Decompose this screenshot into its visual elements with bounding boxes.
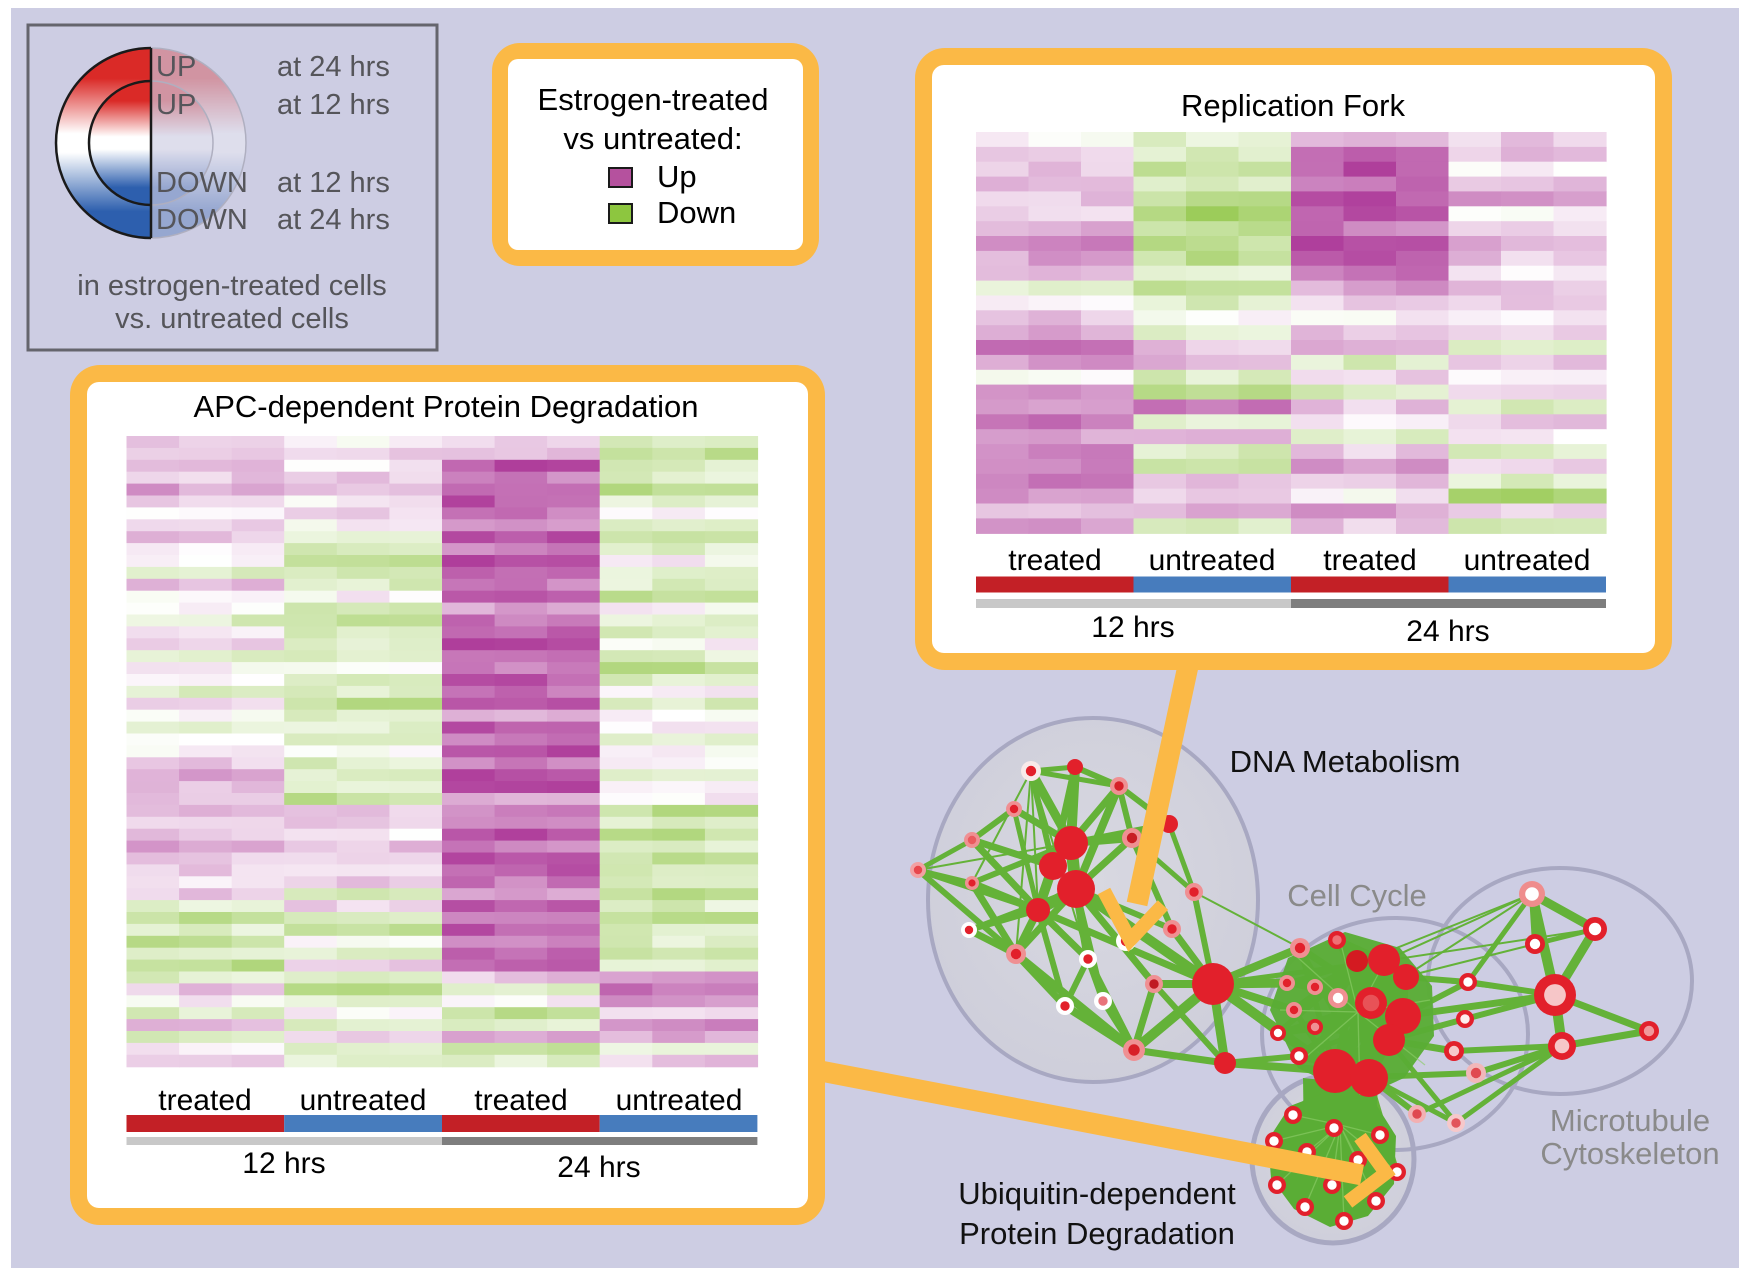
svg-text:DOWN: DOWN [156, 167, 248, 199]
svg-text:DNA Metabolism: DNA Metabolism [1230, 744, 1461, 779]
svg-text:at 24 hrs: at 24 hrs [277, 204, 390, 236]
svg-text:at 12 hrs: at 12 hrs [277, 89, 390, 121]
svg-text:12 hrs: 12 hrs [242, 1147, 325, 1180]
svg-text:12 hrs: 12 hrs [1091, 611, 1174, 644]
svg-text:at 12 hrs: at 12 hrs [277, 167, 390, 199]
svg-text:UP: UP [156, 51, 196, 83]
svg-text:Protein Degradation: Protein Degradation [959, 1216, 1235, 1251]
svg-text:vs. untreated cells: vs. untreated cells [115, 303, 349, 335]
svg-text:Cytoskeleton: Cytoskeleton [1540, 1136, 1719, 1171]
svg-text:treated: treated [158, 1084, 251, 1117]
svg-text:Ubiquitin-dependent: Ubiquitin-dependent [958, 1176, 1236, 1211]
svg-text:untreated: untreated [616, 1084, 743, 1117]
svg-text:UP: UP [156, 89, 196, 121]
svg-text:untreated: untreated [300, 1084, 427, 1117]
svg-text:APC-dependent Protein Degradat: APC-dependent Protein Degradation [194, 389, 699, 424]
svg-text:untreated: untreated [1149, 544, 1276, 577]
svg-text:untreated: untreated [1464, 544, 1591, 577]
svg-text:in estrogen-treated cells: in estrogen-treated cells [77, 270, 387, 302]
svg-text:Replication Fork: Replication Fork [1181, 88, 1405, 123]
svg-text:Up: Up [657, 159, 697, 194]
svg-text:24 hrs: 24 hrs [557, 1151, 640, 1184]
svg-text:treated: treated [1323, 544, 1416, 577]
svg-text:treated: treated [474, 1084, 567, 1117]
svg-text:Down: Down [657, 195, 736, 230]
svg-text:DOWN: DOWN [156, 204, 248, 236]
svg-text:at 24 hrs: at 24 hrs [277, 51, 390, 83]
svg-text:treated: treated [1008, 544, 1101, 577]
svg-text:Estrogen-treated: Estrogen-treated [538, 82, 769, 117]
svg-text:Microtubule: Microtubule [1550, 1103, 1710, 1138]
svg-text:24 hrs: 24 hrs [1406, 615, 1489, 648]
svg-text:Cell Cycle: Cell Cycle [1287, 878, 1427, 913]
svg-text:vs untreated:: vs untreated: [563, 121, 742, 156]
